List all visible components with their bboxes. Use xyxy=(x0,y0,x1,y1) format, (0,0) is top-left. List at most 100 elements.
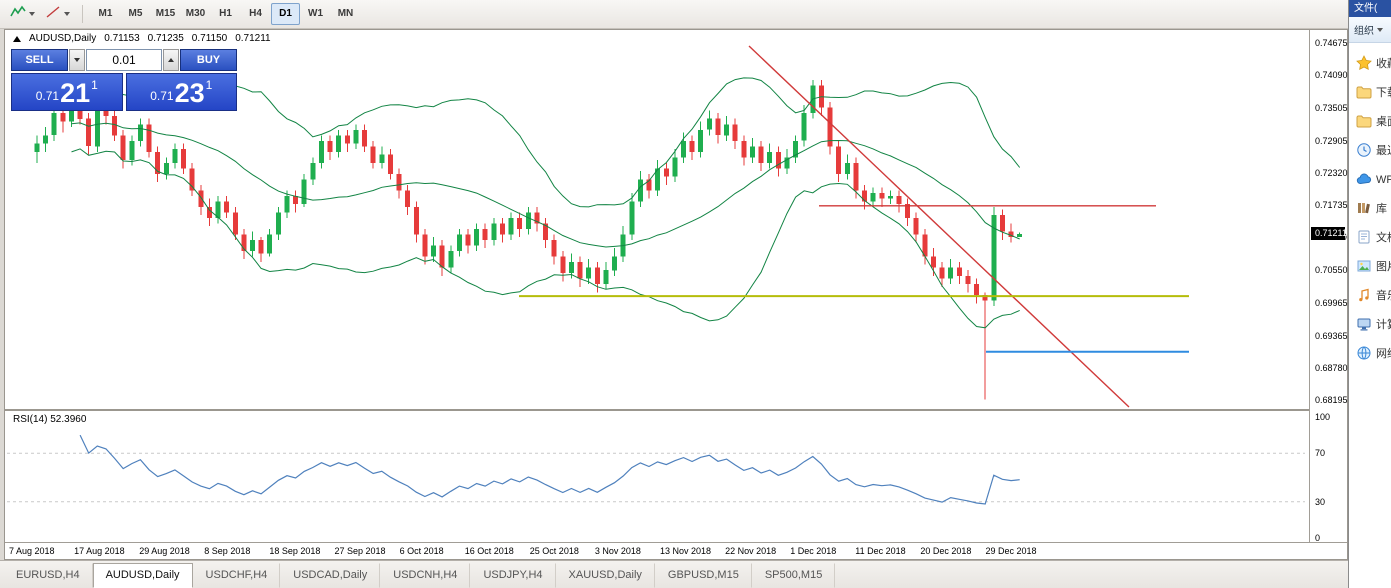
ask-base: 0.71 xyxy=(150,89,174,103)
document-icon xyxy=(1358,230,1370,243)
rsi-chart[interactable] xyxy=(5,411,1309,541)
explorer-item-[interactable]: 库 xyxy=(1349,193,1391,222)
ask-big: 23 xyxy=(174,78,205,108)
chevron-down-icon xyxy=(74,58,80,62)
explorer-item-[interactable]: 桌面 xyxy=(1349,106,1391,135)
price-axis-label: 0.69365 xyxy=(1315,330,1348,341)
volume-decrease-button[interactable] xyxy=(69,49,85,71)
organize-label: 组织 xyxy=(1354,26,1374,37)
tab-usdcad-daily[interactable]: USDCAD,Daily xyxy=(280,563,381,588)
chart-zigzag-icon xyxy=(10,5,26,24)
library-icon xyxy=(1358,202,1370,213)
bid-sup: 1 xyxy=(91,78,98,92)
date-axis[interactable]: 7 Aug 2018 17 Aug 2018 29 Aug 2018 8 Sep 20… xyxy=(5,542,1347,559)
timeframe-m15[interactable]: M15 xyxy=(155,8,176,19)
date-label: 3 Nov 2018 xyxy=(594,546,641,556)
price-axis[interactable]: 0.71211 0.74675 0.74090 0.73505 0.72905 0.72… xyxy=(1309,30,1348,543)
music-icon xyxy=(1359,288,1369,301)
explorer-title: 文件( xyxy=(1349,0,1391,17)
date-label: 13 Nov 2018 xyxy=(660,546,712,556)
tab-sp500-m15[interactable]: SP500,M15 xyxy=(752,563,836,588)
chevron-down-icon xyxy=(1377,27,1383,32)
rsi-axis-label: 30 xyxy=(1315,496,1326,507)
volume-increase-button[interactable] xyxy=(163,49,179,71)
explorer-item-[interactable]: 最近访问 xyxy=(1349,135,1391,164)
tab-usdchf-h4[interactable]: USDCHF,H4 xyxy=(193,563,281,588)
price-axis-label: 0.73505 xyxy=(1315,102,1348,113)
timeframe-m1[interactable]: M1 xyxy=(98,8,113,19)
date-label: 1 Dec 2018 xyxy=(790,546,837,556)
rsi-label: RSI(14) 52.3960 xyxy=(13,414,87,425)
ohlc-high: 0.71235 xyxy=(147,33,184,44)
cloud-icon xyxy=(1356,173,1372,184)
date-label: 25 Oct 2018 xyxy=(529,546,579,556)
timeframe-h1[interactable]: H1 xyxy=(219,8,232,19)
explorer-items: 收藏夹下载桌面最近访问WPS网盘库文档图片音乐计算机网络 xyxy=(1349,43,1391,367)
chart-header: AUDUSD,Daily 0.71153 0.71235 0.71150 0.7… xyxy=(13,33,271,44)
timeframe-m5[interactable]: M5 xyxy=(128,8,143,19)
chevron-down-icon xyxy=(64,12,70,16)
date-label: 11 Dec 2018 xyxy=(855,546,906,556)
explorer-item-[interactable]: 图片 xyxy=(1349,251,1391,280)
date-label: 8 Sep 2018 xyxy=(204,546,251,556)
date-label: 29 Aug 2018 xyxy=(139,546,190,556)
price-axis-label: 0.68195 xyxy=(1315,395,1348,405)
explorer-item-[interactable]: 文档 xyxy=(1349,222,1391,251)
date-label: 18 Sep 2018 xyxy=(269,546,321,556)
explorer-item-[interactable]: 音乐 xyxy=(1349,280,1391,309)
volume-input[interactable] xyxy=(86,49,162,71)
timeframe-h4[interactable]: H4 xyxy=(249,8,262,19)
sell-button[interactable]: SELL xyxy=(11,49,68,71)
explorer-item-[interactable]: 收藏夹 xyxy=(1349,48,1391,77)
tab-gbpusd-m15[interactable]: GBPUSD,M15 xyxy=(655,563,752,588)
chart-collapse-icon[interactable] xyxy=(13,35,21,42)
computer-icon xyxy=(1357,318,1371,330)
timeframe-m30[interactable]: M30 xyxy=(185,8,206,19)
ask-sup: 1 xyxy=(205,78,213,92)
ohlc-close: 0.71211 xyxy=(235,33,271,44)
price-axis-label: 0.70550 xyxy=(1315,265,1348,276)
bid-base: 0.71 xyxy=(35,89,60,103)
downtrend-trendline[interactable] xyxy=(748,45,1130,408)
rsi-line xyxy=(79,434,1020,505)
explorer-item-wps[interactable]: WPS网盘 xyxy=(1349,164,1391,193)
chevron-down-icon xyxy=(29,12,35,16)
toolbar-separator xyxy=(82,5,83,23)
timeframe-d1[interactable]: D1 xyxy=(271,3,300,25)
line-studies-button[interactable] xyxy=(41,3,74,26)
tab-xauusd-daily[interactable]: XAUUSD,Daily xyxy=(556,563,655,588)
explorer-item-[interactable]: 网络 xyxy=(1349,338,1391,367)
chevron-up-icon xyxy=(168,58,174,62)
candles xyxy=(34,80,1023,400)
date-label: 7 Aug 2018 xyxy=(9,546,55,556)
organize-button[interactable]: 组织 xyxy=(1349,17,1391,43)
app-toolbar: M1 M5 M15 M30 H1 H4 D1 W1 MN xyxy=(0,0,1348,29)
date-label: 29 Dec 2018 xyxy=(985,546,1037,556)
chart-zigzag-button[interactable] xyxy=(6,3,39,26)
ask-price[interactable]: 0.71 23 1 xyxy=(125,73,237,111)
date-label: 20 Dec 2018 xyxy=(920,546,972,556)
timeframe-mn[interactable]: MN xyxy=(337,8,354,19)
price-chart[interactable] xyxy=(5,30,1309,409)
timeframe-w1[interactable]: W1 xyxy=(308,8,323,19)
bid-price[interactable]: 0.71 21 1 xyxy=(11,73,123,111)
clock-icon xyxy=(1357,142,1371,157)
tab-usdjpy-h4[interactable]: USDJPY,H4 xyxy=(470,563,556,588)
explorer-item-[interactable]: 计算机 xyxy=(1349,309,1391,338)
explorer-panel: 文件( 组织 收藏夹下载桌面最近访问WPS网盘库文档图片音乐计算机网络 xyxy=(1348,0,1391,588)
buy-button[interactable]: BUY xyxy=(180,49,237,71)
price-axis-label: 0.68780 xyxy=(1315,362,1348,373)
tab-usdcnh-h4[interactable]: USDCNH,H4 xyxy=(380,563,471,588)
pane-divider[interactable] xyxy=(5,409,1347,411)
bollinger-band xyxy=(71,148,1020,329)
chart-window: AUDUSD,Daily 0.71153 0.71235 0.71150 0.7… xyxy=(4,29,1348,560)
tab-audusd-daily[interactable]: AUDUSD,Daily xyxy=(92,563,193,588)
price-axis-label: 0.69965 xyxy=(1315,297,1348,308)
rsi-axis-label: 0 xyxy=(1315,533,1321,543)
current-price-badge: 0.71211 xyxy=(1311,226,1347,240)
explorer-item-[interactable]: 下载 xyxy=(1349,77,1391,106)
ohlc-open: 0.71153 xyxy=(104,33,140,44)
tab-eurusd-h4[interactable]: EURUSD,H4 xyxy=(3,563,93,588)
ohlc-low: 0.71150 xyxy=(191,33,228,44)
